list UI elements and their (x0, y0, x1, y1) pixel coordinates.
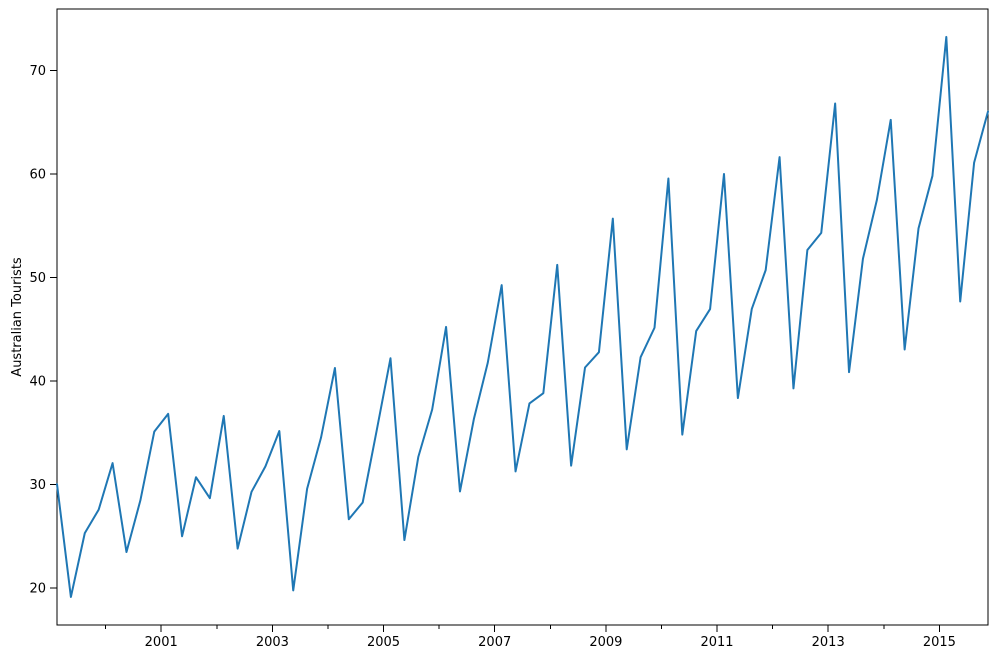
y-axis-tick-labels: 20 30 40 50 60 70 (29, 64, 46, 596)
y-tick-label: 40 (29, 375, 46, 390)
plot-border (56, 8, 989, 626)
x-tick-label: 2007 (478, 635, 511, 650)
y-axis-label: Australian Tourists (10, 257, 25, 377)
x-tick-label: 2011 (700, 635, 733, 650)
y-tick-label: 30 (29, 478, 46, 493)
plot-frame (56, 8, 989, 626)
x-tick-label: 2009 (589, 635, 622, 650)
series-line (56, 35, 989, 598)
y-tick-label: 20 (29, 582, 46, 597)
x-tick-label: 2005 (367, 635, 400, 650)
x-tick-label: 2015 (923, 635, 956, 650)
y-tick-label: 70 (29, 64, 46, 79)
x-tick-label: 2001 (145, 635, 178, 650)
x-axis-ticks (105, 625, 940, 632)
x-axis-tick-labels: 2001 2003 2005 2007 2009 2011 2013 2015 (145, 635, 956, 650)
y-axis-ticks (50, 70, 57, 589)
x-tick-label: 2003 (256, 635, 289, 650)
x-tick-label: 2013 (812, 635, 845, 650)
y-tick-label: 60 (29, 168, 46, 183)
y-tick-label: 50 (29, 271, 46, 286)
